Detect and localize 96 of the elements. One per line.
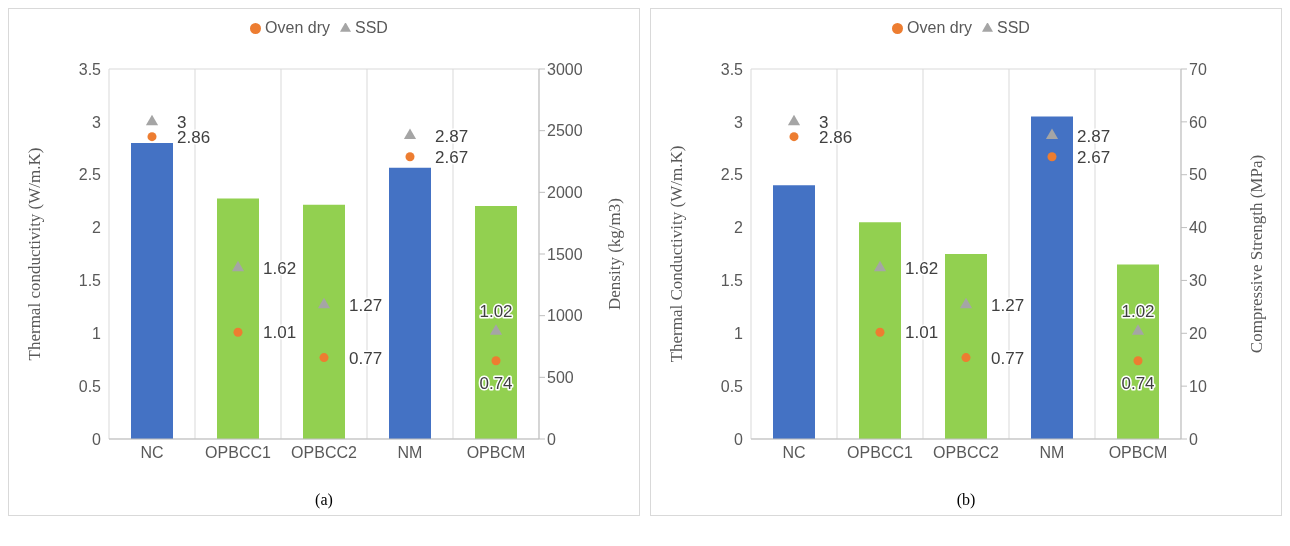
- bar: [859, 222, 901, 439]
- y-tick-label: 1: [734, 324, 744, 342]
- point: [787, 114, 801, 126]
- y2-tick-label: 0: [1189, 430, 1198, 448]
- data-label: 2.67: [1077, 147, 1111, 167]
- y2-tick-label: 3000: [547, 60, 583, 78]
- y-tick-label: 2: [92, 219, 102, 237]
- y-tick-label: 0.5: [720, 377, 744, 395]
- point: [231, 260, 245, 272]
- point: [405, 152, 415, 162]
- y-axis-title: Thermal Conductivity (W/m.K): [667, 145, 687, 363]
- y2-tick-label: 1500: [547, 245, 583, 263]
- point: [319, 353, 329, 363]
- y-tick-label: 3.5: [720, 60, 744, 78]
- point: [873, 260, 887, 272]
- data-label: 0.74: [479, 373, 513, 393]
- y-tick-label: 1: [92, 324, 102, 342]
- data-label: 0.77: [349, 348, 383, 368]
- x-tick-label: OPBCM: [466, 444, 526, 462]
- x-tick-label: OPBCC1: [205, 444, 271, 462]
- y-tick-label: 0: [92, 430, 102, 448]
- y2-tick-label: 2500: [547, 122, 583, 140]
- text: (a): [314, 490, 334, 511]
- y-axis-title: Thermal conductivity (W/m.K): [25, 147, 45, 361]
- point: [233, 327, 243, 337]
- point: [961, 353, 971, 363]
- data-label: 2.67: [435, 147, 469, 167]
- bar: [303, 204, 345, 439]
- x-tick-label: OPBCM: [1108, 444, 1168, 462]
- bar: [945, 254, 987, 439]
- x-tick-label: OPBCC2: [291, 444, 357, 462]
- data-label: 1.62: [905, 258, 939, 278]
- point: [147, 132, 157, 142]
- point: [1133, 356, 1143, 366]
- x-tick-label: OPBCC1: [847, 444, 913, 462]
- bar: [1031, 116, 1073, 439]
- y2-tick-label: 70: [1189, 60, 1207, 78]
- point: [317, 297, 331, 309]
- y2-tick-label: 30: [1189, 272, 1207, 290]
- bar: [131, 143, 173, 439]
- y-tick-label: 3.5: [78, 60, 102, 78]
- data-label: 2.87: [1077, 126, 1111, 146]
- x-tick-label: NM: [397, 444, 423, 462]
- point: [489, 324, 503, 335]
- y2-tick-label: 500: [547, 369, 574, 387]
- data-label: 0.74: [1121, 373, 1155, 393]
- point: [959, 297, 973, 309]
- data-label: 1.02: [479, 302, 513, 322]
- data-label: 1.27: [349, 295, 383, 315]
- x-tick-label: NC: [140, 444, 164, 462]
- legend-label: Oven dry: [907, 19, 972, 36]
- y2-axis-title: Compressive Strength (MPa): [1247, 154, 1267, 354]
- y-tick-label: 2: [734, 219, 744, 237]
- y-tick-label: 1.5: [720, 272, 744, 290]
- text: (b): [955, 490, 977, 511]
- point: [403, 128, 417, 140]
- point: [1047, 152, 1057, 162]
- y-tick-label: 2.5: [78, 166, 102, 184]
- point: [491, 356, 501, 366]
- y2-tick-label: 20: [1189, 324, 1207, 342]
- data-label: 1.02: [1121, 302, 1155, 322]
- y-tick-label: 3: [734, 113, 744, 131]
- bar: [217, 198, 259, 439]
- x-tick-label: NM: [1039, 444, 1065, 462]
- legend-label: Oven dry: [265, 19, 330, 36]
- data-label: 2.87: [435, 126, 469, 146]
- data-label: 0.77: [991, 348, 1025, 368]
- y2-axis-title: Density (kg/m3): [605, 198, 625, 310]
- y2-tick-label: 60: [1189, 113, 1207, 131]
- data-label: 1.27: [991, 295, 1025, 315]
- y-tick-label: 2.5: [720, 166, 744, 184]
- point: [145, 114, 159, 126]
- y-tick-label: 0: [734, 430, 744, 448]
- y-tick-label: 1.5: [78, 272, 102, 290]
- y2-tick-label: 10: [1189, 377, 1207, 395]
- y2-tick-label: 1000: [547, 307, 583, 325]
- point: [789, 132, 799, 142]
- bar: [475, 205, 517, 439]
- y-tick-label: 3: [92, 113, 102, 131]
- point: [875, 327, 885, 337]
- bar: [389, 167, 431, 439]
- point: [1045, 128, 1059, 140]
- point: [1131, 324, 1145, 335]
- bar: [773, 185, 815, 439]
- legend-label: SSD: [997, 19, 1030, 36]
- data-label: 1.01: [263, 323, 297, 343]
- data-label: 1.62: [263, 258, 297, 278]
- y2-tick-label: 40: [1189, 219, 1207, 237]
- data-label: 1.01: [905, 323, 939, 343]
- y2-tick-label: 50: [1189, 166, 1207, 184]
- x-tick-label: OPBCC2: [933, 444, 999, 462]
- y-tick-label: 0.5: [78, 377, 102, 395]
- legend-label: SSD: [355, 19, 388, 36]
- y2-tick-label: 0: [547, 430, 556, 448]
- y2-tick-label: 2000: [547, 184, 583, 202]
- x-tick-label: NC: [782, 444, 806, 462]
